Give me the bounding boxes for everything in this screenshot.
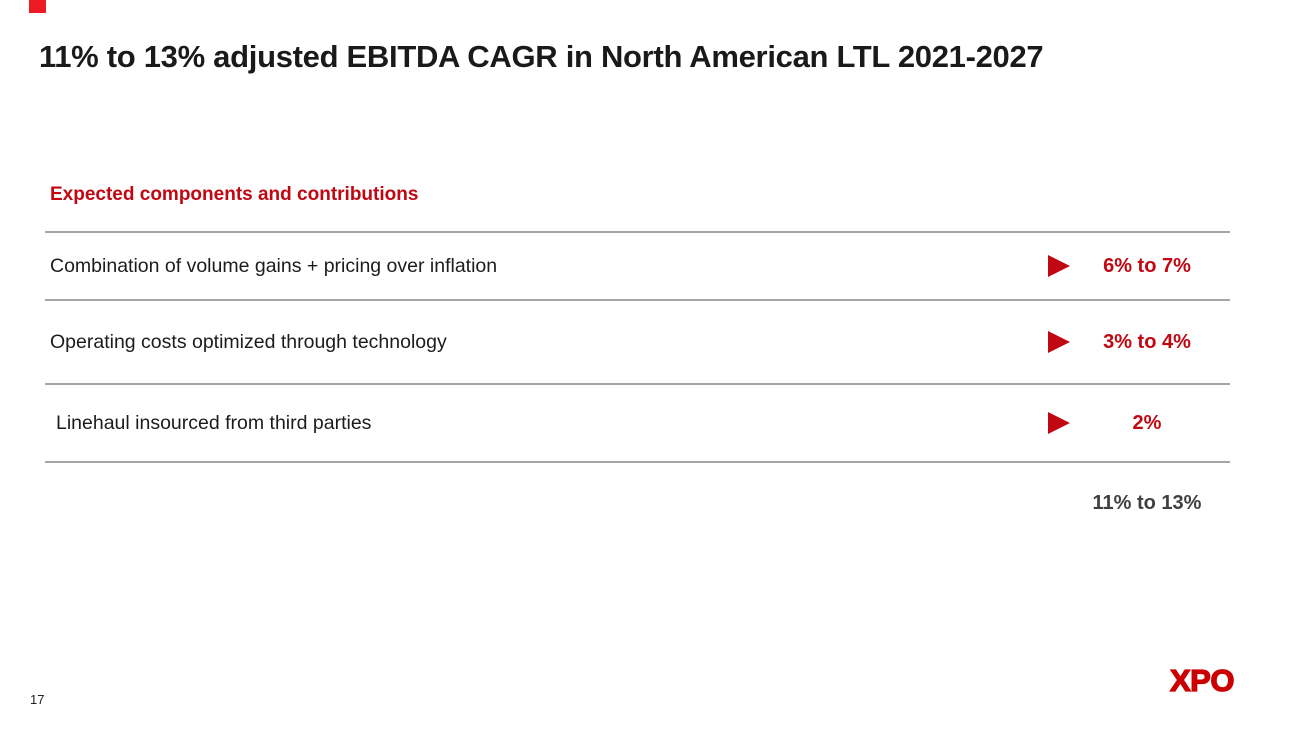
arrow-right-icon [1048,255,1072,277]
row-label: Linehaul insourced from third parties [56,411,372,434]
row-value: 2% [1132,411,1162,434]
table-row: Linehaul insourced from third parties 2% [45,383,1230,461]
table-row: Operating costs optimized through techno… [45,299,1230,383]
section-heading: Expected components and contributions [50,184,419,205]
arrow-right-icon [1048,412,1072,434]
table-row: Combination of volume gains + pricing ov… [45,231,1230,299]
row-label: Combination of volume gains + pricing ov… [50,254,498,277]
slide-accent-square [29,0,46,13]
row-value: 3% to 4% [1103,330,1191,353]
arrow-right-icon [1048,331,1072,353]
components-table: Combination of volume gains + pricing ov… [45,231,1230,463]
page-number: 17 [30,692,45,707]
total-value: 11% to 13% [1092,492,1202,514]
xpo-logo: XPO [1169,662,1235,698]
row-label: Operating costs optimized through techno… [50,330,447,353]
row-value: 6% to 7% [1103,254,1191,277]
slide-title: 11% to 13% adjusted EBITDA CAGR in North… [39,39,1044,74]
